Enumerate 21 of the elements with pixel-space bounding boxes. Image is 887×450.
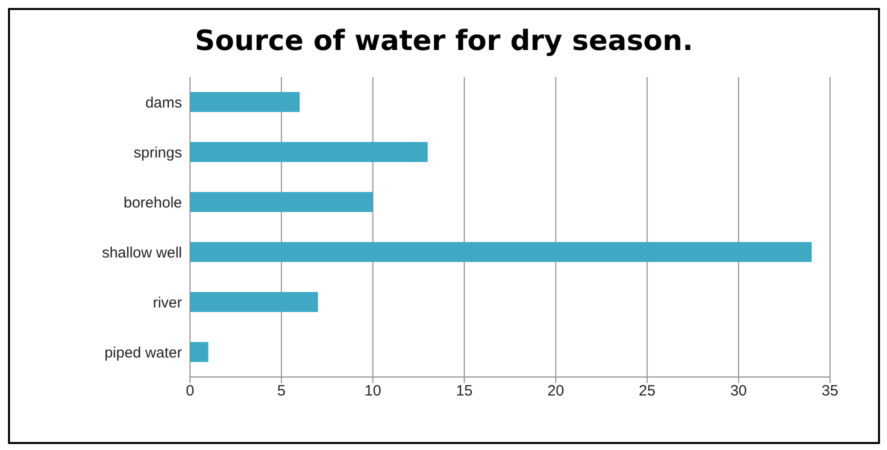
bar (190, 342, 208, 362)
x-tick-label: 0 (186, 382, 194, 400)
y-tick-label: shallow well (102, 244, 182, 262)
bar (190, 292, 318, 312)
y-tick-label: dams (145, 94, 182, 112)
x-tick-label: 20 (547, 382, 564, 400)
x-tick-label: 15 (456, 382, 473, 400)
x-tick-label: 30 (730, 382, 747, 400)
y-tick-label: piped water (104, 344, 182, 362)
x-tick-label: 35 (822, 382, 838, 400)
bar (190, 92, 300, 112)
chart-title: Source of water for dry season. (194, 24, 694, 57)
bar (190, 192, 373, 212)
x-tick-label: 25 (638, 382, 656, 400)
y-tick-label: springs (134, 144, 182, 162)
bar (190, 242, 812, 262)
x-tick-label: 5 (277, 382, 286, 400)
bar (190, 142, 428, 162)
y-tick-label: river (152, 294, 182, 312)
x-tick-label: 10 (364, 382, 382, 400)
y-tick-label: borehole (124, 194, 182, 212)
